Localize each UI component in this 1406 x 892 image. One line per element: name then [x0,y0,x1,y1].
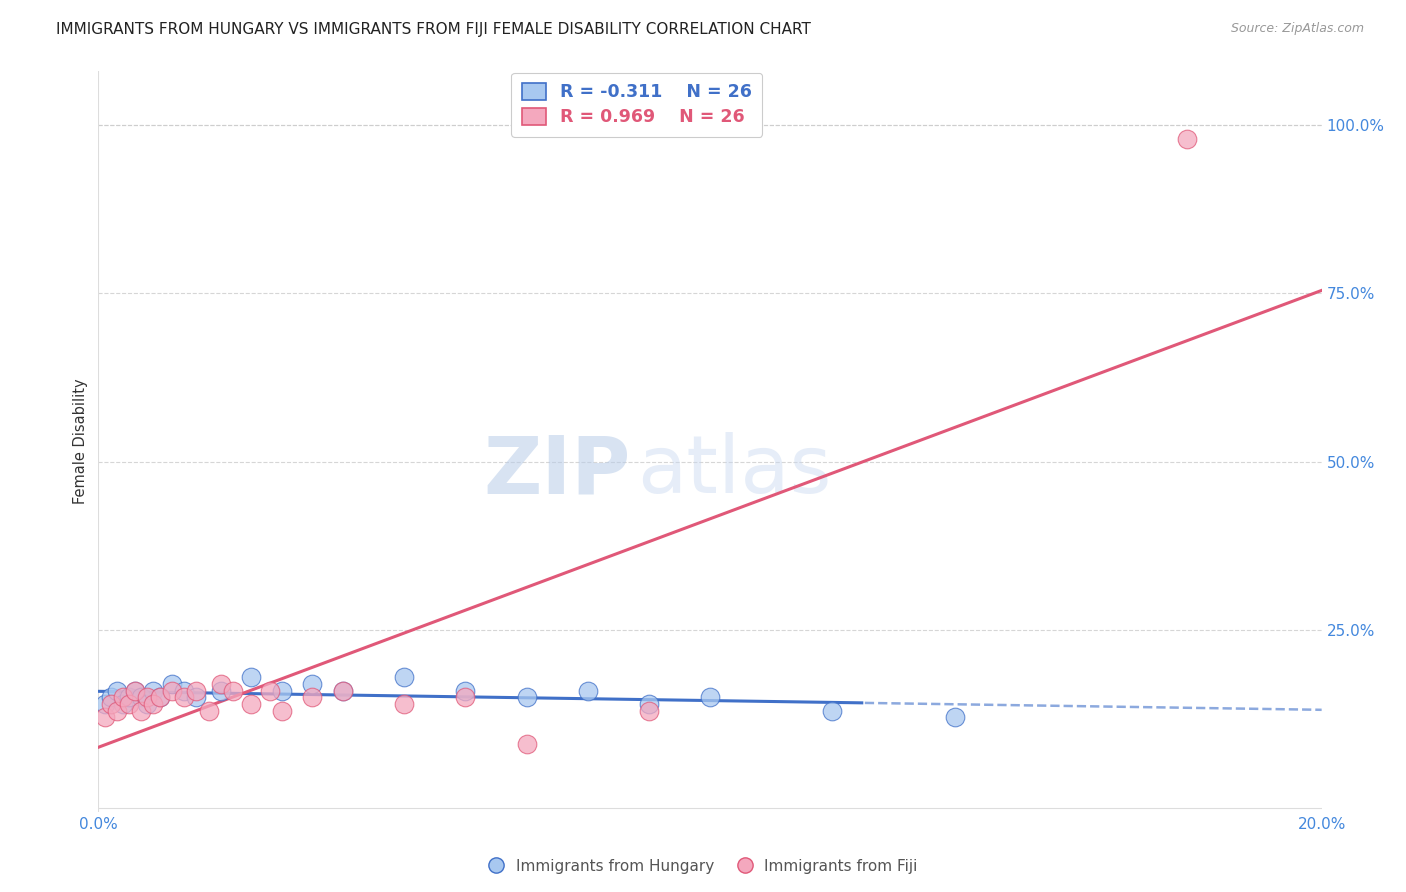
Point [124,683,146,698]
Point [111,697,134,711]
Point [173,690,195,705]
Point [943,710,966,724]
Point [240,697,263,711]
Point [129,704,152,718]
Point [209,677,232,691]
Point [454,683,477,698]
Point [197,704,219,718]
Point [392,670,416,684]
Point [149,690,172,705]
Text: IMMIGRANTS FROM HUNGARY VS IMMIGRANTS FROM FIJI FEMALE DISABILITY CORRELATION CH: IMMIGRANTS FROM HUNGARY VS IMMIGRANTS FR… [56,22,811,37]
Point [118,690,141,705]
Point [270,704,292,718]
Point [1175,131,1198,145]
Point [160,683,183,698]
Point [240,670,263,684]
Point [142,697,165,711]
Point [93,710,115,724]
Point [118,697,141,711]
Point [454,690,477,705]
Point [576,683,599,698]
Point [105,704,128,718]
Point [129,690,152,705]
Point [301,690,323,705]
Point [186,683,208,698]
Point [699,690,721,705]
Text: ZIP: ZIP [484,432,630,510]
Point [136,697,159,711]
Y-axis label: Female Disability: Female Disability [73,379,89,504]
Point [160,677,183,691]
Point [142,683,165,698]
Text: atlas: atlas [637,432,831,510]
Point [136,690,159,705]
Point [332,683,354,698]
Point [149,690,172,705]
Text: Source: ZipAtlas.com: Source: ZipAtlas.com [1230,22,1364,36]
Legend: Immigrants from Hungary, Immigrants from Fiji: Immigrants from Hungary, Immigrants from… [482,853,924,880]
Point [259,683,281,698]
Point [301,677,323,691]
Point [270,683,292,698]
Point [222,683,245,698]
Point [100,697,122,711]
Point [124,683,146,698]
Point [516,738,538,752]
Point [111,690,134,705]
Point [637,704,661,718]
Point [173,683,195,698]
Point [516,690,538,705]
Point [332,683,354,698]
Point [105,683,128,698]
Point [93,697,115,711]
Point [821,704,844,718]
Point [637,697,661,711]
Point [100,690,122,705]
Point [209,683,232,698]
Point [186,690,208,705]
Legend: R = -0.311    N = 26, R = 0.969    N = 26: R = -0.311 N = 26, R = 0.969 N = 26 [512,72,762,136]
Point [392,697,416,711]
